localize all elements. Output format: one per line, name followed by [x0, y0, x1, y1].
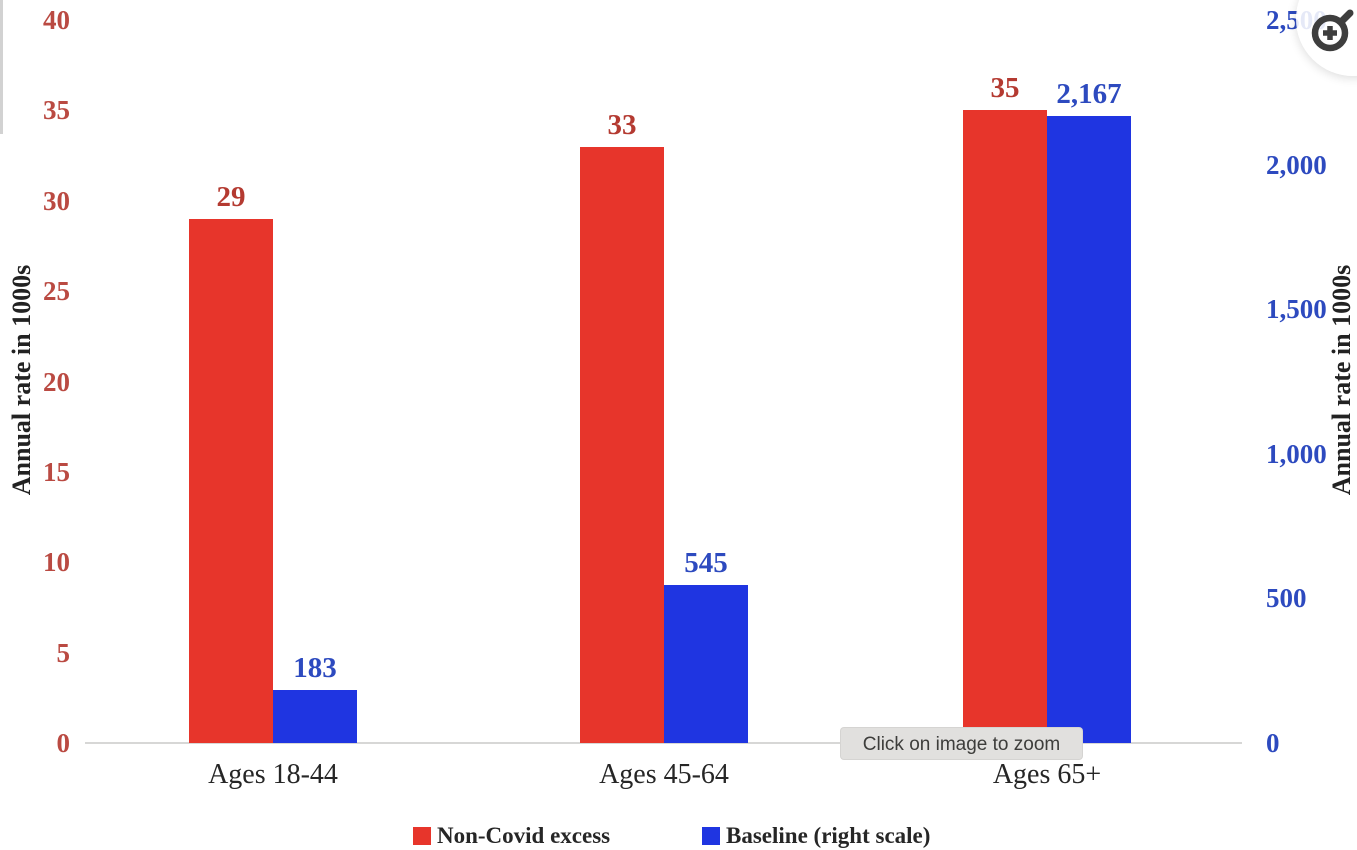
bar-right-scale	[1047, 116, 1131, 743]
legend-label: Baseline (right scale)	[726, 823, 931, 848]
bar-left-scale	[580, 146, 664, 743]
x-axis-line	[85, 742, 1242, 744]
bar-value-label: 35	[990, 72, 1020, 105]
bar-value-label: 545	[684, 547, 728, 580]
category-label: Ages 65+	[992, 759, 1102, 790]
left-axis-tick: 0	[56, 728, 71, 758]
bar-left-scale	[189, 218, 273, 743]
bar-value-label: 2,167	[1056, 78, 1122, 111]
left-axis-tick: 40	[43, 5, 70, 35]
legend-swatch	[413, 827, 431, 845]
bar-value-label: 33	[607, 108, 637, 141]
right-axis-tick: 1,500	[1266, 294, 1327, 325]
legend-swatch	[702, 827, 720, 845]
left-axis-tick: 5	[56, 637, 71, 668]
left-axis-tick: 15	[43, 456, 70, 487]
right-axis-tick: 1,000	[1266, 438, 1327, 469]
left-axis-tick: 35	[43, 95, 70, 126]
category-label: Ages 18-44	[208, 759, 338, 790]
right-axis-tick: 2,000	[1266, 149, 1327, 180]
right-axis-tick: 500	[1266, 583, 1307, 614]
right-axis-tick: 0	[1266, 728, 1280, 758]
bar-right-scale	[273, 690, 357, 743]
legend-item: Non-Covid excess	[413, 824, 610, 848]
screenshot-edge-artifact	[0, 0, 3, 134]
left-axis-tick: 20	[43, 366, 70, 397]
right-axis-title: Annual rate in 1000s	[1327, 264, 1356, 496]
legend-label: Non-Covid excess	[437, 823, 611, 848]
bar-value-label: 183	[293, 652, 337, 685]
legend-item: Baseline (right scale)	[702, 824, 930, 848]
left-axis-tick: 10	[43, 547, 70, 578]
bar-left-scale	[963, 110, 1047, 743]
left-axis-tick: 25	[43, 276, 70, 307]
bar-right-scale	[664, 585, 748, 743]
category-label: Ages 45-64	[599, 759, 729, 790]
bar-value-label: 29	[216, 180, 246, 213]
left-axis-tick: 30	[43, 185, 70, 216]
magnifier-plus-icon[interactable]	[1306, 8, 1354, 56]
zoom-tooltip: Click on image to zoom	[840, 727, 1083, 760]
